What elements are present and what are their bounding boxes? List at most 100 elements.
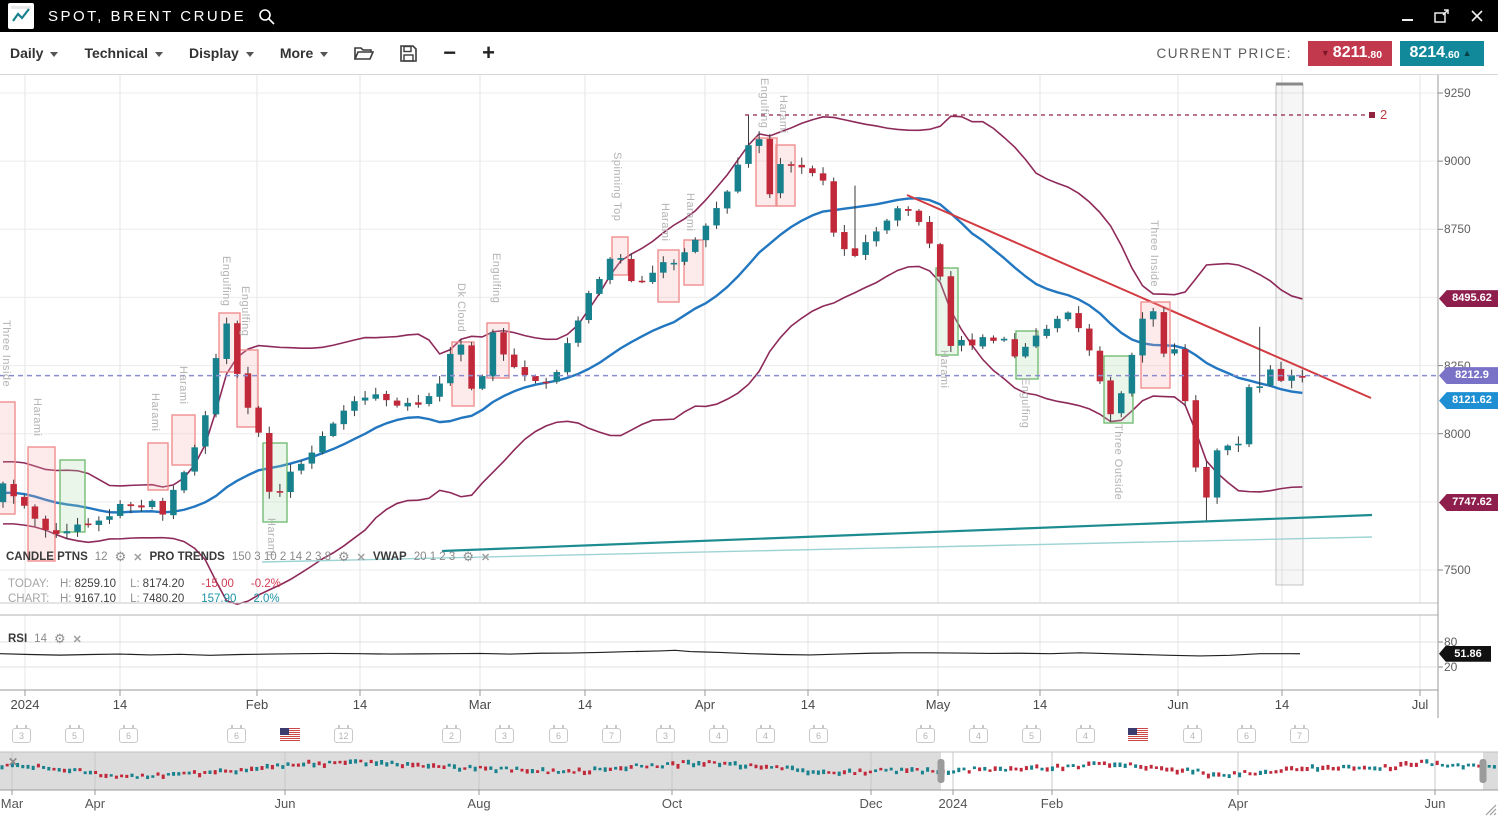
candle-body[interactable] [404,402,411,407]
calendar-event-icon[interactable]: 6 [809,725,828,743]
candle-body[interactable] [308,452,316,464]
candle-body[interactable] [915,210,923,222]
candle-body[interactable] [1171,349,1178,354]
candle-body[interactable] [958,339,965,346]
menu-daily[interactable]: Daily [10,45,59,61]
candle-body[interactable] [1256,386,1263,388]
candle-body[interactable] [1064,312,1072,320]
candle-body[interactable] [127,504,135,507]
zoom-out-icon[interactable]: − [443,40,457,65]
candle-body[interactable] [1043,328,1050,336]
candle-body[interactable] [1011,339,1019,357]
candle-body[interactable] [692,239,699,252]
candle-body[interactable] [979,337,987,347]
candle-body[interactable] [1075,313,1082,329]
close-icon[interactable] [1470,9,1484,23]
zoom-in-icon[interactable]: + [482,40,495,65]
candle-body[interactable] [681,252,688,262]
candle-body[interactable] [1096,350,1104,382]
candle-body[interactable] [990,337,997,341]
candle-body[interactable] [862,242,869,255]
candle-body[interactable] [351,401,358,411]
candle-body[interactable] [266,432,273,492]
candle-body[interactable] [319,435,326,453]
candle-body[interactable] [564,343,571,373]
candle-body[interactable] [479,376,486,389]
candle-body[interactable] [1213,450,1221,498]
candle-body[interactable] [393,400,401,406]
candle-body[interactable] [1203,466,1210,498]
candle-body[interactable] [116,503,124,516]
candle-body[interactable] [31,506,39,519]
calendar-event-icon[interactable]: 3 [12,725,31,743]
gear-icon[interactable]: ⚙ [114,549,127,564]
candle-body[interactable] [521,367,529,376]
candle-body[interactable] [1288,375,1295,381]
candle-body[interactable] [596,279,603,294]
candle-body[interactable] [628,258,635,282]
candle-body[interactable] [532,376,539,382]
candle-body[interactable] [542,381,550,384]
navigator-range-handle[interactable] [937,759,945,783]
calendar-event-icon[interactable]: 6 [916,725,935,743]
candle-body[interactable] [63,531,71,534]
candle-body[interactable] [585,293,593,321]
candle-body[interactable] [1139,318,1146,356]
calendar-event-icon[interactable]: 5 [1022,725,1041,743]
candle-body[interactable] [1192,400,1200,468]
calendar-event-icon[interactable]: 2 [442,725,461,743]
candle-body[interactable] [106,516,113,520]
candle-body[interactable] [436,383,443,397]
calendar-event-icon[interactable]: 3 [656,725,675,743]
candle-body[interactable] [1128,354,1136,394]
search-icon[interactable] [258,8,275,25]
calendar-event-icon[interactable]: 12 [334,725,353,743]
calendar-event-icon[interactable]: 5 [65,725,84,743]
gear-icon[interactable]: ⚙ [462,549,474,564]
us-flag-icon[interactable] [1128,728,1148,746]
calendar-event-icon[interactable]: 4 [756,725,775,743]
candle-body[interactable] [894,208,901,221]
candle-body[interactable] [723,191,731,209]
candle-body[interactable] [372,394,380,399]
candle-body[interactable] [223,323,230,359]
candle-body[interactable] [819,173,827,181]
candle-body[interactable] [425,396,433,404]
candle-body[interactable] [510,354,518,368]
candle-body[interactable] [617,258,624,260]
open-folder-icon[interactable] [354,45,375,61]
gear-icon[interactable]: ⚙ [337,549,350,564]
candle-pattern-box[interactable] [935,267,959,356]
calendar-event-icon[interactable]: 7 [602,725,621,743]
candle-pattern-box[interactable] [59,459,86,533]
candle-body[interactable] [787,164,795,166]
candle-body[interactable] [447,353,454,384]
gear-icon[interactable]: ⚙ [53,631,66,646]
candle-body[interactable] [841,232,848,250]
candle-body[interactable] [500,332,507,355]
candle-body[interactable] [53,530,60,535]
candle-body[interactable] [968,339,976,346]
candle-body[interactable] [244,373,252,408]
candle-body[interactable] [830,181,837,233]
vwap-line[interactable] [441,513,1373,553]
candle-body[interactable] [1277,368,1285,381]
candle-body[interactable] [468,345,475,389]
candle-body[interactable] [148,500,156,508]
calendar-event-icon[interactable]: 4 [969,725,988,743]
candle-body[interactable] [1107,380,1114,415]
candle-body[interactable] [340,410,348,425]
candle-body[interactable] [883,220,891,231]
menu-more[interactable]: More [280,45,329,61]
candle-body[interactable] [1086,328,1093,351]
remove-indicator-icon[interactable]: ✕ [480,551,491,564]
save-icon[interactable] [400,44,418,62]
candle-pattern-box[interactable] [657,249,680,303]
candle-body[interactable] [1224,445,1232,451]
candle-body[interactable] [745,145,752,164]
us-flag-icon[interactable] [280,728,300,746]
candle-body[interactable] [905,209,912,211]
candle-body[interactable] [777,164,784,194]
candle-body[interactable] [1235,443,1242,446]
candle-body[interactable] [457,344,465,355]
